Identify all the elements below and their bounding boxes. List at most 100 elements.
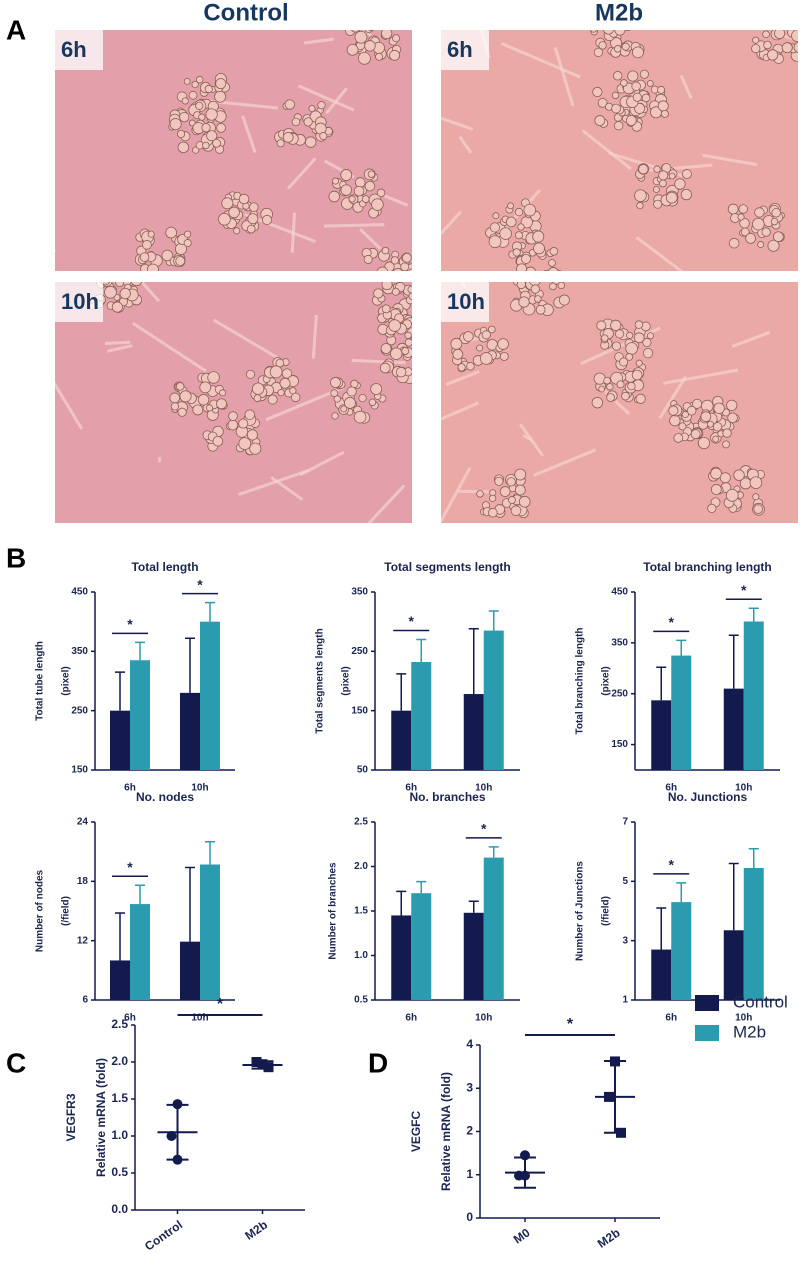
cell — [251, 382, 265, 395]
cell — [507, 202, 514, 210]
cell — [590, 30, 598, 33]
error-bar — [205, 841, 215, 865]
cell — [641, 93, 651, 103]
cell — [782, 19, 791, 28]
cell — [591, 396, 604, 409]
cell — [452, 348, 464, 360]
cell — [754, 207, 765, 218]
bar — [180, 941, 200, 1000]
cell-strand — [458, 135, 473, 154]
cell — [104, 285, 117, 299]
cell — [745, 233, 756, 244]
bar — [200, 621, 220, 770]
cell-strand — [241, 115, 257, 154]
cell-strand — [384, 194, 409, 207]
cell — [346, 43, 359, 56]
chart-title: Total branching length — [643, 560, 771, 574]
cell — [390, 347, 403, 360]
cell-strand — [311, 314, 318, 359]
cell — [722, 440, 730, 449]
y-tick-label: 250 — [71, 705, 88, 716]
cell — [624, 30, 631, 31]
cell — [499, 227, 512, 240]
cell — [660, 109, 669, 118]
cell-strand — [731, 330, 771, 348]
cell — [340, 184, 352, 196]
cell — [197, 394, 210, 406]
cell — [481, 330, 491, 340]
cell — [668, 405, 679, 416]
cell — [512, 248, 521, 257]
panel-label: A — [6, 14, 26, 45]
cell-strand — [635, 236, 684, 271]
cell — [427, 322, 435, 330]
y-tick-label: 12 — [77, 935, 89, 946]
cell — [793, 41, 798, 53]
cell — [420, 308, 430, 318]
cell — [553, 272, 560, 279]
cell — [700, 411, 712, 422]
cell — [421, 326, 429, 334]
error-bar — [468, 628, 479, 695]
cell — [632, 92, 642, 102]
cell — [514, 207, 524, 217]
cell — [476, 490, 484, 498]
error-bar — [676, 639, 687, 656]
cell — [625, 353, 634, 361]
cell — [652, 186, 660, 193]
cell — [631, 369, 643, 381]
cell-strand — [139, 282, 161, 303]
bar — [110, 960, 130, 1000]
cell — [289, 387, 297, 395]
cell-strand — [445, 370, 480, 387]
cell-strand — [441, 466, 472, 523]
cell — [402, 272, 412, 282]
cell — [422, 350, 429, 357]
panel-label: C — [6, 1047, 26, 1078]
error-bar — [656, 666, 667, 701]
cell — [308, 104, 316, 113]
cell — [653, 165, 661, 173]
cell — [411, 314, 412, 318]
cell — [692, 398, 703, 409]
cell — [665, 191, 678, 204]
cell — [177, 141, 190, 154]
legend-swatch — [695, 995, 719, 1011]
cell — [400, 262, 410, 271]
cell — [749, 476, 763, 489]
x-tick-label: 6h — [665, 783, 677, 794]
y-axis-label: (/field) — [61, 896, 72, 926]
cell — [739, 217, 750, 229]
cell — [487, 325, 496, 334]
cell — [606, 393, 615, 402]
cell — [680, 189, 692, 201]
cell — [548, 259, 556, 267]
cell — [499, 486, 511, 497]
y-tick-label: 24 — [77, 817, 89, 828]
y-tick-label: 3 — [466, 1080, 473, 1094]
bar — [391, 915, 412, 1000]
error-bar — [748, 607, 759, 622]
cell — [466, 362, 475, 371]
cell — [774, 30, 786, 39]
micrograph: 10h — [55, 282, 435, 523]
error-bar — [115, 671, 125, 711]
error-bar — [135, 884, 145, 905]
cell — [530, 284, 540, 294]
cell — [479, 352, 493, 365]
y-tick-label: 3 — [622, 935, 628, 946]
cell — [598, 41, 607, 50]
significance-label: * — [127, 616, 133, 632]
significance-label: * — [409, 613, 415, 629]
cell — [514, 468, 527, 481]
cell — [169, 392, 181, 404]
cell — [625, 115, 637, 126]
cell — [330, 389, 339, 398]
cell — [402, 253, 412, 263]
cell — [757, 241, 765, 248]
cell — [674, 178, 686, 190]
cell — [331, 412, 339, 420]
cell — [216, 123, 226, 133]
cell — [761, 227, 771, 237]
